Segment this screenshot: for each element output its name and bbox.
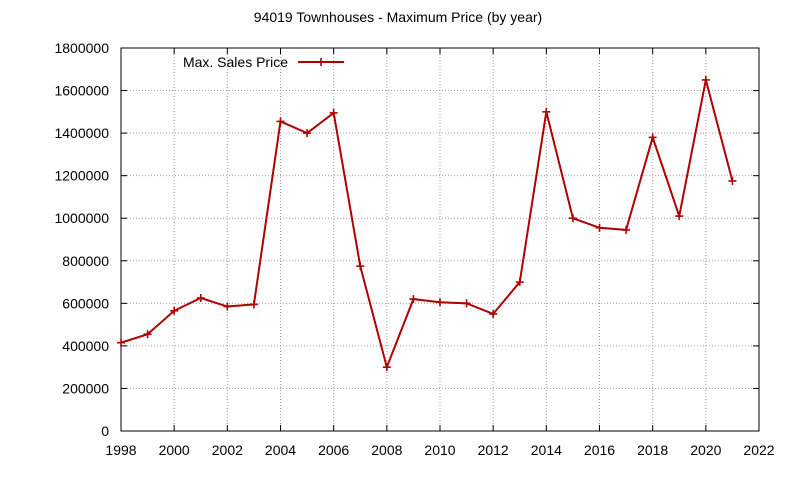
data-point <box>117 338 125 347</box>
data-point <box>303 129 312 138</box>
x-tick-label: 2004 <box>265 442 296 458</box>
data-point <box>143 330 152 339</box>
data-point <box>622 225 631 234</box>
data-point <box>595 223 604 232</box>
legend: Max. Sales Price <box>183 54 344 70</box>
data-point <box>701 75 710 84</box>
data-point <box>276 117 285 126</box>
data-point <box>223 302 232 311</box>
y-tick-label: 1800000 <box>54 40 109 56</box>
y-tick-label: 1600000 <box>54 83 109 99</box>
data-point <box>170 306 179 315</box>
data-point <box>462 299 471 308</box>
data-point <box>675 212 684 221</box>
data-point <box>489 309 498 318</box>
y-tick-label: 1400000 <box>54 125 109 141</box>
x-tick-label: 2018 <box>637 442 668 458</box>
y-tick-label: 1200000 <box>54 168 109 184</box>
y-axis-ticks: 0 200000 400000 600000 800000 1000000 1200000 1… <box>54 40 759 439</box>
data-point <box>356 262 365 271</box>
data-point <box>409 295 418 304</box>
data-point <box>329 108 338 117</box>
y-tick-label: 600000 <box>62 295 109 311</box>
data-point <box>249 300 258 309</box>
x-tick-label: 2000 <box>159 442 190 458</box>
data-point <box>382 363 391 372</box>
data-point <box>728 176 737 185</box>
x-tick-label: 2012 <box>478 442 509 458</box>
data-point <box>515 278 524 287</box>
data-point <box>436 298 444 307</box>
x-tick-label: 2016 <box>584 442 615 458</box>
data-point <box>542 107 551 116</box>
x-tick-label: 2002 <box>212 442 243 458</box>
data-point <box>196 294 205 303</box>
y-tick-label: 0 <box>101 423 109 439</box>
x-tick-label: 2014 <box>531 442 562 458</box>
grid-lines <box>121 48 759 431</box>
data-point <box>648 133 657 142</box>
x-tick-label: 2022 <box>743 442 774 458</box>
data-point <box>568 214 577 223</box>
chart-title: 94019 Townhouses - Maximum Price (by yea… <box>254 9 542 25</box>
x-tick-label: 2010 <box>424 442 455 458</box>
series-line <box>120 79 734 371</box>
plot-frame <box>120 47 760 432</box>
series-layer <box>117 75 737 372</box>
y-tick-label: 400000 <box>62 338 109 354</box>
y-tick-label: 1000000 <box>54 210 109 226</box>
x-tick-label: 2020 <box>690 442 721 458</box>
y-tick-label: 800000 <box>62 253 109 269</box>
x-tick-label: 1998 <box>105 442 136 458</box>
legend-label: Max. Sales Price <box>183 54 288 70</box>
x-axis-ticks: 1998 2000 2002 2004 2006 2008 2010 2012 2014 2016… <box>105 48 775 458</box>
x-tick-label: 2008 <box>371 442 402 458</box>
y-tick-label: 200000 <box>62 380 109 396</box>
x-tick-label: 2006 <box>318 442 349 458</box>
